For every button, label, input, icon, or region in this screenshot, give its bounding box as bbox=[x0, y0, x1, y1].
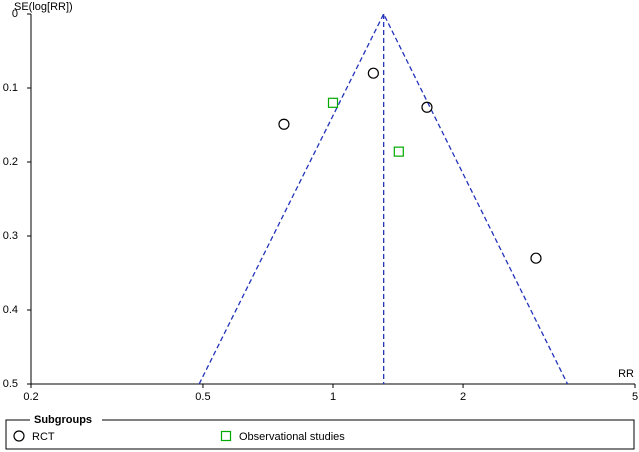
legend-marker bbox=[13, 430, 25, 442]
x-axis-label: RR bbox=[618, 368, 634, 380]
y-tick-label: 0.3 bbox=[3, 230, 18, 242]
y-tick-label: 0.5 bbox=[3, 378, 18, 390]
y-axis-label: SE(log[RR]) bbox=[14, 1, 73, 13]
x-tick-label: 1 bbox=[330, 391, 336, 403]
y-tick-label: 0 bbox=[12, 8, 18, 20]
point bbox=[367, 67, 379, 79]
legend-marker bbox=[220, 430, 232, 442]
x-tick-label: 0.5 bbox=[195, 391, 210, 403]
x-tick-label: 5 bbox=[632, 391, 638, 403]
funnel-line bbox=[198, 12, 569, 385]
legend-title: Subgroups bbox=[34, 414, 92, 426]
point bbox=[278, 118, 290, 130]
x-tick-label: 2 bbox=[460, 391, 466, 403]
y-tick-label: 0.2 bbox=[3, 156, 18, 168]
x-tick-label: 0.2 bbox=[23, 391, 38, 403]
legend-label: Observational studies bbox=[239, 431, 345, 443]
point bbox=[393, 146, 404, 157]
point bbox=[421, 101, 433, 113]
point bbox=[530, 252, 542, 264]
y-tick-label: 0.1 bbox=[3, 82, 18, 94]
point bbox=[327, 97, 339, 108]
legend-box bbox=[5, 419, 635, 450]
legend-label: RCT bbox=[32, 431, 55, 443]
y-tick-label: 0.4 bbox=[3, 304, 18, 316]
legend-title-bg bbox=[30, 414, 102, 426]
